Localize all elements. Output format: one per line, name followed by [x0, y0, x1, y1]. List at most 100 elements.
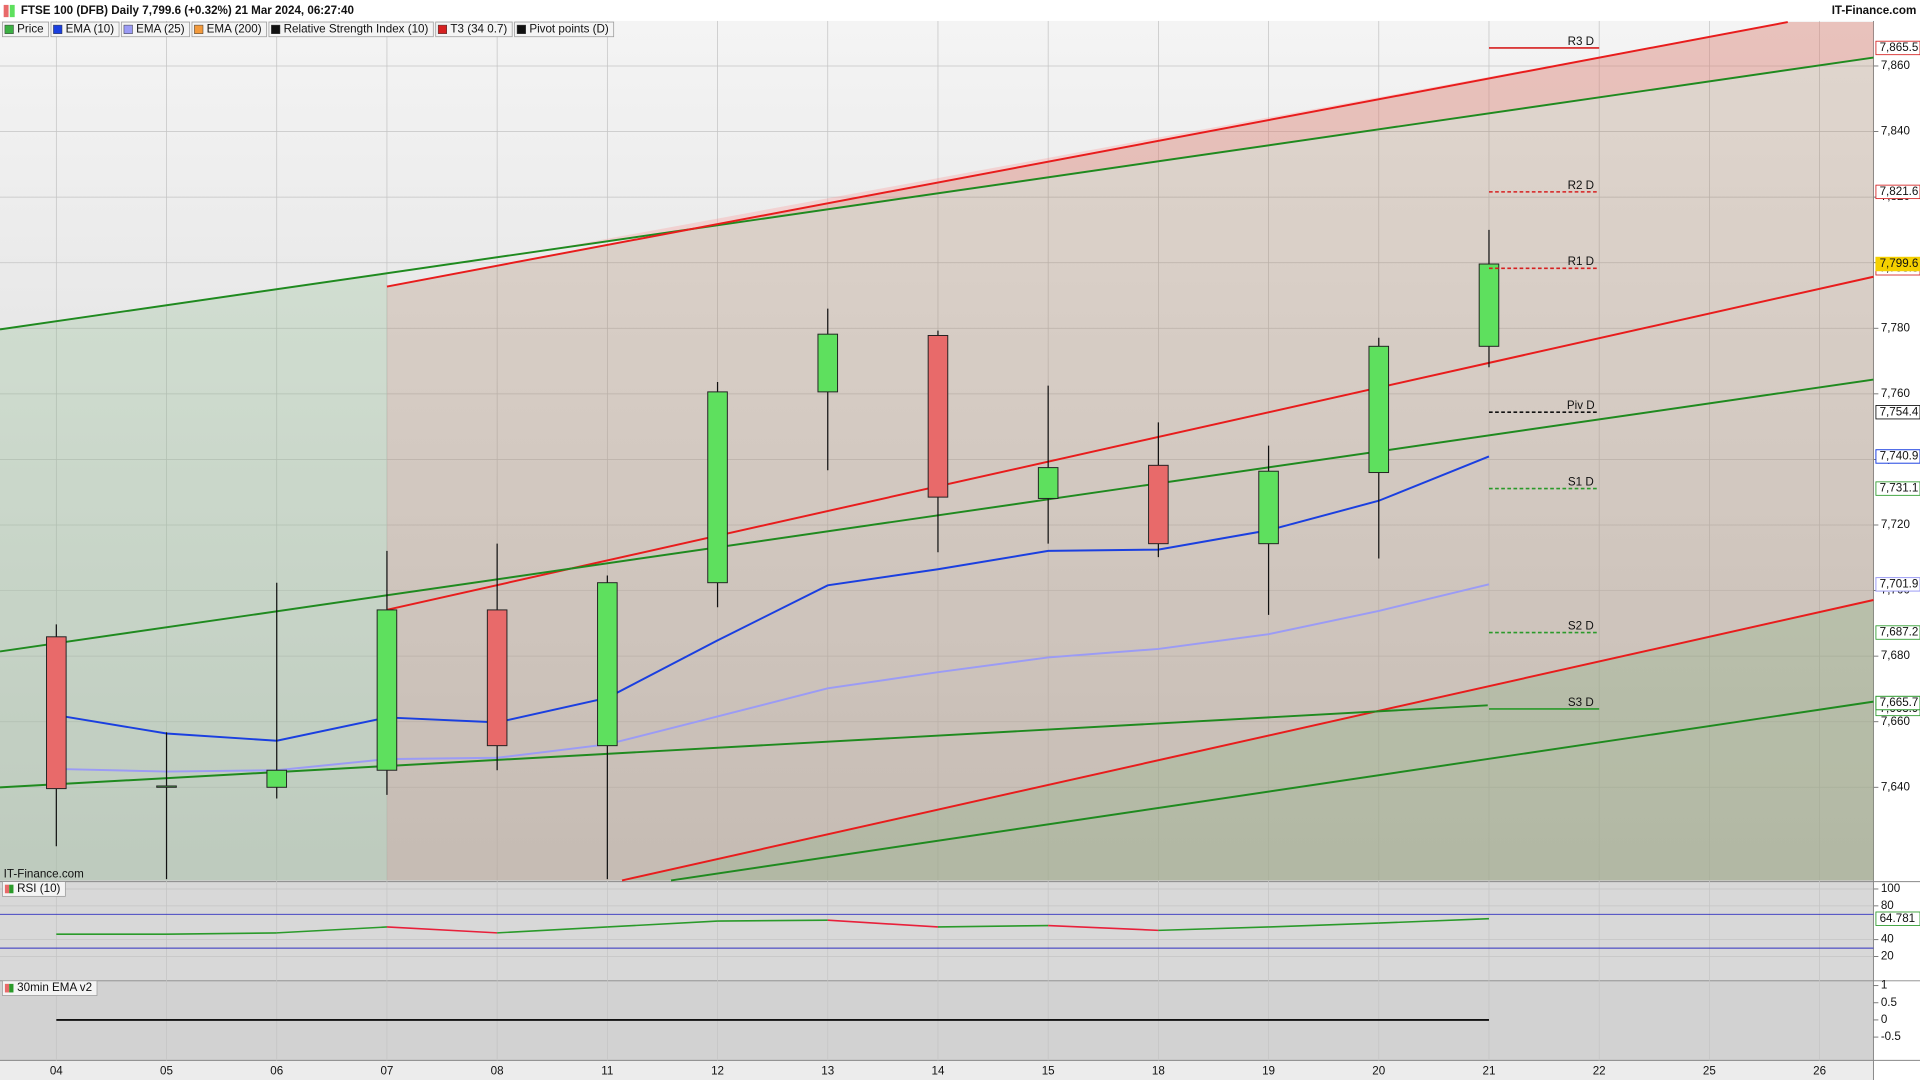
pivot-price-box — [1875, 625, 1920, 640]
panel-title-text: RSI (10) — [17, 882, 60, 895]
channel-line — [0, 56, 1874, 331]
rsi-segment — [166, 932, 277, 935]
x-tick-label: 20 — [1372, 1065, 1385, 1078]
rsi-value-box — [1875, 911, 1920, 926]
x-tick-label: 05 — [160, 1065, 173, 1078]
rsi-segment — [276, 926, 387, 934]
legend-box — [50, 21, 120, 38]
candle-body — [376, 609, 398, 771]
candle-body — [1258, 470, 1279, 545]
x-tick-label: 08 — [491, 1065, 504, 1078]
panel-icon — [9, 884, 14, 894]
panel-icon — [9, 983, 14, 993]
pivot-price-label: 7,687.2 — [1880, 626, 1919, 639]
x-tick-label: 04 — [50, 1065, 63, 1078]
candle-body — [817, 333, 839, 393]
legend-item[interactable]: EMA (10) — [50, 21, 120, 38]
y-tick-label: 0 — [1881, 1013, 1888, 1026]
watermark: IT-Finance.com — [4, 867, 84, 880]
pivot-label: S1 D — [1568, 476, 1594, 489]
y-tick-label: 7,680 — [1881, 649, 1911, 662]
channel-line — [386, 275, 1874, 611]
candle-body — [927, 334, 949, 498]
candle-body — [1037, 467, 1059, 499]
x-tick-label: 26 — [1813, 1065, 1826, 1078]
x-tick-label: 11 — [601, 1065, 613, 1078]
candle-body — [156, 785, 177, 788]
rsi-segment — [1048, 924, 1159, 932]
legend: Price EMA (10) EMA (25) EMA (200) Relative S… — [2, 21, 615, 38]
panel-title-box — [2, 980, 98, 996]
rsi-segment — [386, 926, 498, 934]
line-series — [56, 583, 1490, 773]
shade — [386, 22, 1874, 881]
rsi-panel — [0, 881, 1874, 981]
candle-body — [1148, 464, 1169, 545]
title-bar — [0, 0, 1920, 21]
price-label: 7,701.9 — [1880, 577, 1919, 590]
y-tick-label: 7,840 — [1881, 125, 1911, 138]
y-tick-label: 1 — [1881, 979, 1887, 992]
rsi-value-label: 64.781 — [1880, 912, 1916, 925]
legend-swatch — [4, 24, 14, 34]
rsi-segment — [1378, 917, 1490, 924]
legend-box — [121, 21, 190, 38]
y-tick-label: 0.5 — [1881, 996, 1897, 1009]
y-tick-label: 7,860 — [1881, 59, 1911, 72]
legend-item[interactable]: EMA (200) — [191, 21, 267, 38]
legend-label: EMA (25) — [136, 22, 185, 35]
pivot-label: R2 D — [1568, 179, 1595, 192]
channel-line — [0, 378, 1874, 653]
pivot-label: S2 D — [1568, 619, 1594, 632]
candle-body — [707, 391, 728, 584]
legend-item[interactable]: T3 (34 0.7) — [435, 21, 513, 38]
candle-body — [266, 769, 288, 788]
legend-box — [268, 21, 434, 38]
legend-label: Pivot points (D) — [529, 22, 609, 35]
channel-line — [386, 21, 1788, 288]
channel-line — [621, 599, 1874, 882]
x-axis-strip — [0, 1060, 1874, 1080]
legend-swatch — [194, 24, 204, 34]
x-tick-label: 21 — [1483, 1065, 1496, 1078]
x-tick-label: 25 — [1703, 1065, 1716, 1078]
legend-box — [191, 21, 267, 38]
panel-icon — [4, 884, 10, 894]
rsi-segment — [717, 919, 828, 922]
legend-item[interactable]: Relative Strength Index (10) — [268, 21, 434, 38]
pivot-price-box — [1875, 40, 1920, 56]
y-tick-label: 40 — [1881, 933, 1894, 946]
legend-box — [2, 21, 49, 38]
candle-body — [597, 582, 618, 747]
x-tick-label: 15 — [1042, 1065, 1055, 1078]
marks: 04 05 06 07 08 11 12 13 14 15 18 19 20 21 22 25 26 7,640 7… — [0, 35, 1920, 1078]
rsi-segment — [1158, 926, 1269, 932]
panel-title: RSI (10) — [2, 881, 66, 897]
line-series — [56, 455, 1490, 742]
x-tick-label: 14 — [931, 1065, 944, 1078]
price-label-box — [1875, 449, 1920, 464]
panel-icon — [4, 983, 10, 993]
rsi-segment — [1268, 922, 1379, 928]
y-tick-label: 7,660 — [1881, 715, 1911, 728]
y-tick-label: 7,720 — [1881, 518, 1911, 531]
legend-item[interactable]: Pivot points (D) — [514, 21, 615, 38]
candle-body — [1478, 263, 1500, 347]
x-tick-label: 07 — [380, 1065, 393, 1078]
candle-body — [486, 609, 508, 747]
legend-box — [514, 21, 615, 38]
rsi-segment — [937, 924, 1049, 928]
pivot-price-box — [1875, 481, 1920, 496]
legend-swatch — [123, 24, 133, 34]
legend-item[interactable]: EMA (25) — [121, 21, 190, 38]
price-label-box — [1875, 695, 1920, 711]
price-label: 7,740.9 — [1880, 450, 1919, 463]
x-tick-label: 19 — [1262, 1065, 1275, 1078]
legend-box — [435, 21, 513, 38]
panel-title-text: 30min EMA v2 — [17, 981, 92, 994]
legend-item[interactable]: Price — [2, 21, 49, 38]
pivot-price-label: 7,865.5 — [1880, 41, 1919, 54]
legend-label: Relative Strength Index (10) — [284, 22, 429, 35]
